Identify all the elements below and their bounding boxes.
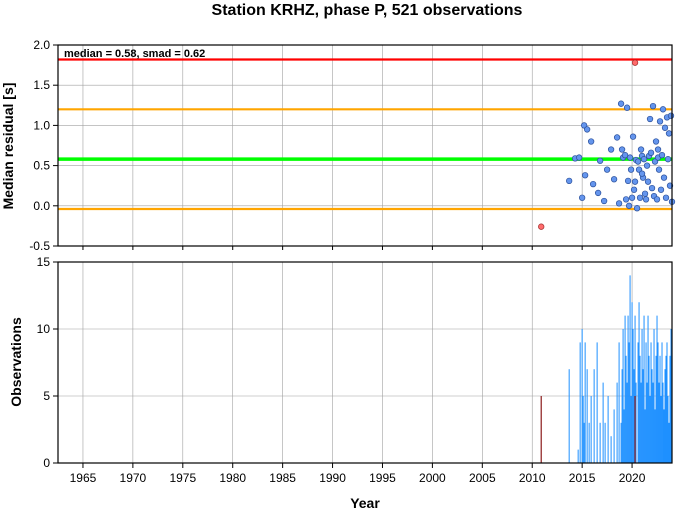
residual-point: [615, 200, 623, 207]
residual-point: [655, 166, 663, 173]
residual-point: [624, 177, 632, 185]
residual-point: [627, 166, 635, 173]
observations-y-tick-label: 15: [37, 255, 51, 269]
x-tick-label: 1995: [369, 471, 396, 485]
residual-point: [664, 156, 672, 163]
residual-point: [649, 102, 657, 110]
residual-point: [653, 196, 661, 203]
observations-y-axis-label: Observations: [8, 317, 24, 407]
x-tick-label: 1990: [319, 471, 346, 485]
residual-point: [641, 190, 649, 197]
outlier-point: [538, 223, 545, 230]
residual-y-tick-label: 0.0: [33, 199, 50, 213]
residual-y-tick-label: -0.5: [29, 239, 50, 253]
residual-point: [665, 130, 673, 137]
chart-title: Station KRHZ, phase P, 521 observations: [212, 2, 523, 19]
reference-lines: [58, 58, 672, 211]
residual-frame: [57, 44, 673, 247]
residual-point: [581, 172, 589, 179]
x-tick-label: 1985: [269, 471, 296, 485]
residual-point: [659, 106, 667, 113]
residual-points: [538, 59, 676, 230]
x-tick-label: 2015: [569, 471, 596, 485]
residual-point: [631, 178, 639, 185]
residual-panel: -0.5 0.0 0.5 1.0 1.5 2.0 median = 0.58, smad …: [0, 38, 676, 253]
residual-point: [660, 174, 668, 181]
residual-point: [634, 158, 642, 165]
residual-y-tick-label: 1.5: [33, 78, 50, 92]
residual-y-tick-label: 0.5: [33, 159, 50, 173]
residual-point: [633, 205, 641, 212]
residual-point: [587, 138, 595, 145]
x-axis-label: Year: [350, 495, 380, 511]
residual-point: [596, 157, 604, 164]
residual-y-ticks: -0.5 0.0 0.5 1.0 1.5 2.0: [29, 38, 58, 253]
x-tick-label: 1980: [219, 471, 246, 485]
residual-point: [662, 194, 670, 201]
residual-y-axis-label: Median residual [s]: [0, 83, 16, 210]
residual-point: [652, 138, 660, 145]
residual-point: [638, 170, 646, 177]
residual-point: [603, 166, 611, 173]
stats-annotation: median = 0.58, smad = 0.62: [64, 48, 205, 60]
residual-point: [640, 156, 648, 163]
residual-point: [610, 176, 618, 183]
residual-point: [657, 186, 665, 193]
residual-y-tick-label: 2.0: [33, 38, 50, 52]
residual-point: [589, 180, 597, 188]
residual-point: [648, 184, 656, 192]
residual-point: [667, 112, 675, 119]
residual-point: [607, 146, 615, 153]
residual-point: [661, 124, 669, 131]
residual-point: [617, 100, 625, 107]
residual-point: [626, 154, 634, 161]
residual-point: [594, 189, 602, 197]
residual-point: [656, 118, 664, 125]
residual-point: [630, 186, 638, 193]
residual-point: [654, 146, 662, 153]
residual-point: [583, 126, 591, 133]
residual-y-tick-label: 1.0: [33, 118, 50, 132]
residual-point: [621, 151, 629, 159]
residual-grid: [58, 44, 672, 250]
x-tick-label: 2010: [519, 471, 546, 485]
residual-point: [618, 146, 626, 153]
observations-y-tick-label: 5: [43, 389, 50, 403]
x-tick-label: 2020: [619, 471, 646, 485]
x-tick-label: 1975: [169, 471, 196, 485]
residual-point: [566, 177, 573, 185]
x-tick-label: 2005: [469, 471, 496, 485]
x-tick-label: 1970: [120, 471, 147, 485]
observations-frame: [57, 261, 673, 464]
residual-point: [600, 197, 608, 205]
residual-point: [628, 194, 636, 201]
residual-point: [644, 178, 652, 185]
residual-point: [629, 133, 637, 140]
residual-point: [576, 154, 583, 161]
residual-point: [658, 151, 666, 159]
observation-bars: [540, 275, 673, 463]
residual-point: [613, 134, 621, 141]
residual-point: [643, 162, 651, 169]
observations-y-tick-label: 0: [43, 456, 50, 470]
residual-point: [642, 196, 650, 203]
x-tick-label: 1965: [70, 471, 97, 485]
residual-point: [622, 196, 630, 203]
observations-panel: 0 5 10 15 1965 1970 1975 1980 1985 1990 1995 2000 2…: [8, 255, 673, 511]
residual-point: [623, 104, 631, 111]
residual-point: [647, 149, 655, 156]
observations-y-ticks: 0 5 10 15: [37, 255, 58, 470]
residual-point: [646, 115, 654, 123]
x-ticks: 1965 1970 1975 1980 1985 1990 1995 2000 2005 2010…: [70, 463, 646, 485]
residual-point: [625, 202, 633, 209]
residual-point: [578, 194, 586, 201]
x-tick-label: 2000: [419, 471, 446, 485]
residual-point: [636, 194, 644, 201]
observations-y-tick-label: 10: [37, 322, 51, 336]
outlier-point: [631, 59, 639, 66]
residual-point: [637, 146, 645, 153]
